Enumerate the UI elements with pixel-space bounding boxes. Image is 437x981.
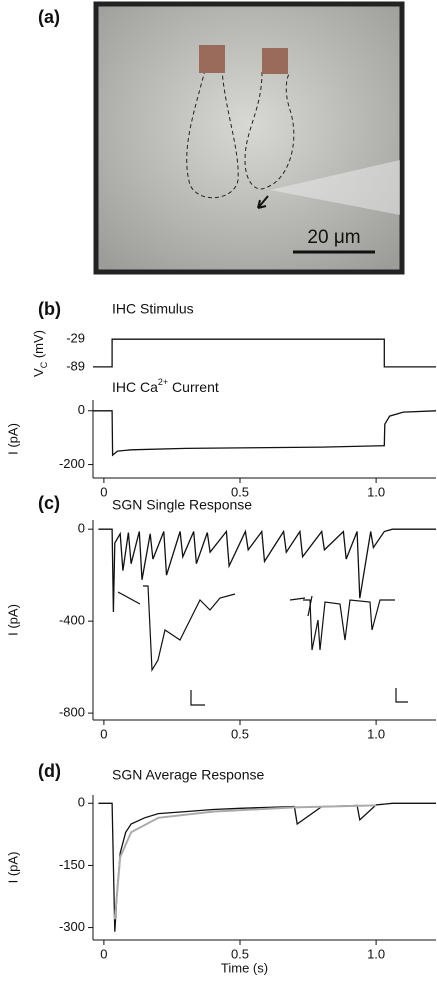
trace — [93, 338, 436, 368]
x-tick-label: 0 — [100, 946, 107, 961]
text-part: IHC Ca — [112, 379, 158, 395]
chart-title: SGN Single Response — [112, 497, 252, 513]
electrode — [270, 160, 400, 215]
trace — [98, 528, 436, 613]
chart-title: SGN Average Response — [112, 767, 264, 783]
x-tick-label: 0.5 — [231, 726, 249, 741]
x-axis-label: Time (s) — [221, 960, 268, 975]
panel-label: (d) — [38, 761, 61, 781]
panel-label: (b) — [38, 299, 61, 319]
arrow — [257, 195, 269, 209]
y-tick-label: -800 — [59, 705, 85, 720]
x-tick-label: 0.5 — [231, 946, 249, 961]
text-part: V — [31, 368, 46, 377]
panel-label: (c) — [38, 493, 60, 513]
panel-label: (a) — [38, 7, 60, 27]
title: IHC Ca2+ Current — [112, 377, 219, 394]
y-tick-label: 0 — [78, 402, 85, 417]
micrograph — [93, 1, 405, 275]
scale-label: 20 μm — [307, 227, 360, 248]
pipette — [262, 48, 288, 74]
y-tick-label: -400 — [59, 613, 85, 628]
text-part: C — [39, 361, 49, 368]
text-part: Current — [168, 379, 219, 395]
y-tick-label: 0 — [78, 521, 85, 536]
x-tick-label: 0 — [100, 484, 107, 499]
y-axis-label: I (pA) — [5, 604, 20, 636]
cells — [186, 69, 295, 199]
y-tick-label: -29 — [66, 331, 85, 346]
y-tick-label: -89 — [66, 358, 85, 373]
x-tick-label: 0.5 — [231, 484, 249, 499]
chart-title: IHC Stimulus — [112, 301, 194, 317]
x-tick-label: 1.0 — [367, 484, 385, 499]
text-part: (mV) — [31, 330, 46, 362]
y-tick-label: -200 — [59, 456, 85, 471]
text-part: 2+ — [158, 377, 168, 387]
insets — [117, 585, 408, 706]
y-axis-label: I (pA) — [5, 423, 20, 455]
y-axis-label: I (pA) — [5, 852, 20, 884]
x-tick-label: 1.0 — [367, 946, 385, 961]
y-tick-label: -150 — [59, 857, 85, 872]
trace — [113, 804, 377, 920]
title: VC (mV) — [31, 330, 49, 377]
y-tick-label: -300 — [59, 919, 85, 934]
x-tick-label: 0 — [100, 726, 107, 741]
trace — [93, 410, 437, 457]
pipette — [199, 45, 225, 73]
y-tick-label: 0 — [78, 795, 85, 810]
x-tick-label: 1.0 — [367, 726, 385, 741]
